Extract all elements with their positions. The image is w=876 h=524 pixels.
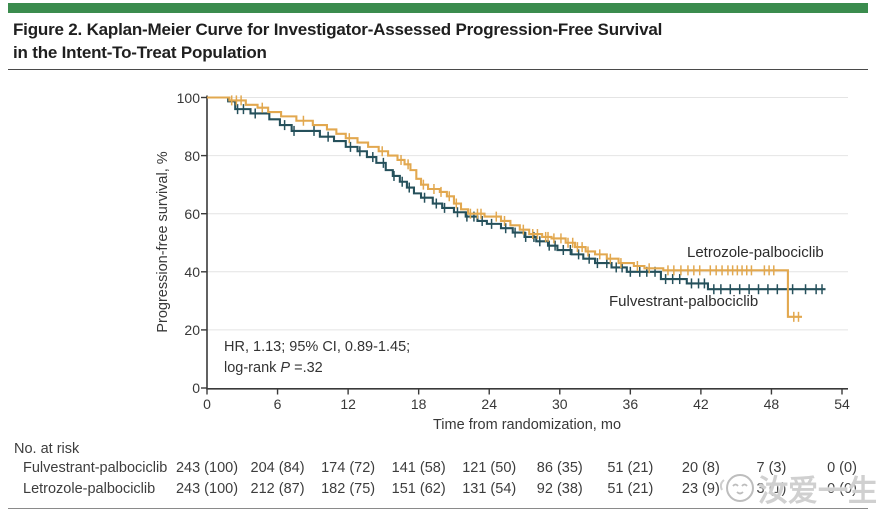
x-tick-label: 30: [551, 396, 568, 412]
risk-cell: 86 (35): [536, 460, 583, 476]
risk-row-label: Fulvestrant-palbociclib: [23, 460, 168, 476]
risk-cell: 243 (100): [175, 481, 239, 497]
risk-cell: 121 (50): [462, 460, 517, 476]
figure-title-line1: Figure 2. Kaplan-Meier Curve for Investi…: [13, 20, 663, 39]
risk-cell: 131 (54): [462, 481, 517, 497]
x-tick-label: 42: [693, 396, 709, 412]
risk-cell: 212 (87): [250, 481, 305, 497]
x-tick-label: 24: [481, 396, 497, 412]
y-axis-title: Progression-free survival, %: [155, 151, 171, 333]
risk-cell: 141 (58): [391, 460, 446, 476]
hr-annotation: HR, 1.13; 95% CI, 0.89-1.45; log-rank P …: [224, 337, 410, 379]
risk-cell: 243 (100): [175, 460, 239, 476]
y-tick-label: 80: [184, 147, 200, 164]
km-curve-letrozole: [207, 96, 803, 318]
title-divider: [8, 69, 868, 70]
risk-cell: 7 (3): [756, 460, 787, 476]
x-tick-label: 48: [763, 396, 780, 412]
hr-annotation-line2-suffix: =.32: [290, 360, 323, 376]
risk-cell: 92 (38): [536, 481, 583, 497]
x-tick-label: 54: [834, 396, 850, 412]
y-tick-label: 20: [184, 321, 200, 338]
risk-cell: 151 (62): [391, 481, 446, 497]
x-axis-title: Time from randomization, mo: [432, 417, 622, 433]
x-tick-label: 12: [340, 396, 356, 412]
risk-cell: 0 (0): [827, 481, 857, 497]
x-tick-label: 0: [203, 396, 211, 412]
x-tick-label: 36: [622, 396, 639, 412]
risk-cell: 204 (84): [250, 460, 305, 476]
risk-cell: 20 (8): [681, 460, 720, 476]
hr-annotation-line2-pvalue: P: [280, 360, 291, 376]
risk-table-heading: No. at risk: [14, 441, 80, 457]
y-tick-label: 100: [176, 89, 200, 106]
risk-cell: 51 (21): [607, 460, 654, 476]
y-tick-label: 40: [184, 263, 200, 280]
risk-row-label: Letrozole-palbociclib: [23, 481, 156, 497]
risk-cell: 23 (9): [681, 481, 720, 497]
risk-cell: 0 (0): [827, 460, 857, 476]
curve-label-fulvestrant: Fulvestrant-palbociclib: [609, 293, 759, 310]
figure-title-line2: in the Intent-To-Treat Population: [13, 43, 267, 62]
hr-annotation-line2-prefix: log-rank: [224, 360, 281, 376]
risk-cell: 174 (72): [321, 460, 376, 476]
risk-cell: 182 (75): [321, 481, 376, 497]
x-tick-label: 18: [410, 396, 427, 412]
x-tick-label: 6: [273, 396, 282, 412]
curve-label-letrozole: Letrozole-palbociclib: [687, 244, 824, 261]
hr-annotation-line2: log-rank P =.32: [224, 358, 410, 379]
risk-cell: 3 (1): [756, 481, 787, 497]
figure-accent-bar: [8, 3, 868, 13]
risk-cell: 51 (21): [607, 481, 654, 497]
hr-annotation-line1: HR, 1.13; 95% CI, 0.89-1.45;: [224, 339, 411, 355]
bottom-rule: [8, 508, 868, 509]
figure-title: Figure 2. Kaplan-Meier Curve for Investi…: [13, 18, 853, 64]
y-tick-label: 0: [192, 380, 200, 396]
y-tick-label: 60: [184, 205, 200, 222]
